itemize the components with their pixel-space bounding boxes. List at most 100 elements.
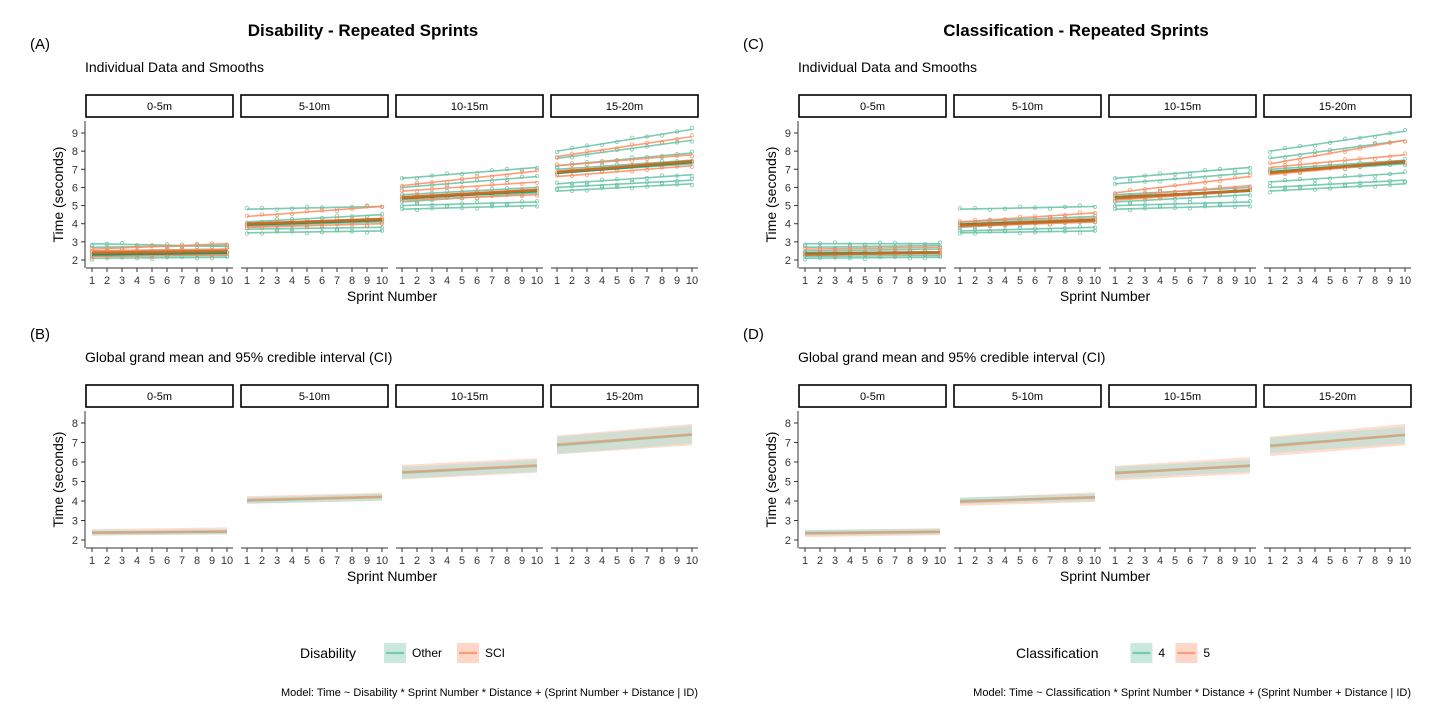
individual-data-point <box>474 206 480 211</box>
individual-smooth-line <box>1114 166 1251 180</box>
x-tick-label: 2 <box>817 555 823 567</box>
individual-data-point <box>489 168 495 173</box>
individual-data-point <box>319 208 325 213</box>
individual-data-point <box>584 180 590 185</box>
x-tick-label: 8 <box>194 555 200 567</box>
individual-data-point <box>304 230 310 236</box>
individual-data-point <box>1357 180 1363 186</box>
individual-data-point <box>1202 180 1208 185</box>
x-tick-label: 8 <box>907 275 913 287</box>
individual-data-point <box>1247 193 1253 198</box>
individual-data-point <box>569 151 575 156</box>
facet-strip-label: 15-20m <box>1319 391 1356 403</box>
x-tick-label: 6 <box>629 555 635 567</box>
individual-data-point <box>459 171 465 177</box>
x-tick-label: 3 <box>987 555 993 567</box>
x-tick-label: 8 <box>659 555 665 567</box>
individual-smooth-line <box>1114 204 1251 210</box>
x-tick-label: 2 <box>259 555 265 567</box>
individual-data-point <box>414 176 420 181</box>
individual-data-point <box>569 145 575 150</box>
individual-data-point <box>629 180 635 185</box>
individual-data-point <box>862 243 868 248</box>
individual-data-point <box>599 177 605 182</box>
individual-data-point <box>1112 181 1118 187</box>
individual-data-point <box>1112 198 1118 203</box>
individual-data-point <box>349 229 355 234</box>
x-tick-label: 5 <box>614 275 620 287</box>
x-tick-label: 4 <box>1002 275 1008 287</box>
panel-label: (C) <box>743 36 764 53</box>
x-tick-label: 7 <box>1357 555 1363 567</box>
x-tick-label: 6 <box>319 275 325 287</box>
individual-data-point <box>599 183 605 189</box>
individual-data-point <box>802 243 808 249</box>
title-classification: Classification - Repeated Sprints <box>943 21 1208 40</box>
individual-data-point <box>1232 170 1238 176</box>
y-axis-label: Time (seconds) <box>763 147 779 243</box>
individual-data-point <box>1032 230 1038 235</box>
y-axis-label: Time (seconds) <box>50 432 66 528</box>
y-axis-label: Time (seconds) <box>50 147 66 243</box>
individual-data-point <box>1327 150 1333 155</box>
x-tick-label: 1 <box>399 275 405 287</box>
individual-data-point <box>584 188 590 193</box>
grand-mean-line <box>804 530 941 535</box>
y-tick-label: 5 <box>72 477 78 489</box>
x-tick-label: 6 <box>164 275 170 287</box>
individual-data-point <box>629 147 635 152</box>
individual-data-point <box>429 206 435 211</box>
individual-data-point <box>1357 146 1363 151</box>
individual-smooth-line <box>1269 139 1406 165</box>
facet-strip <box>395 384 544 408</box>
legend-entry-label: SCI <box>485 646 505 660</box>
x-tick-label: 10 <box>376 555 388 567</box>
individual-data-point <box>1077 230 1083 235</box>
individual-data-point <box>629 135 635 140</box>
individual-data-point <box>584 143 590 148</box>
x-tick-label: 5 <box>459 275 465 287</box>
x-tick-label: 4 <box>134 275 140 287</box>
individual-data-point <box>937 240 943 245</box>
individual-data-point <box>1112 191 1118 196</box>
individual-data-point <box>1047 228 1053 233</box>
x-tick-label: 2 <box>1127 275 1133 287</box>
individual-data-point <box>1202 186 1208 191</box>
individual-smooth-line <box>556 173 693 185</box>
individual-data-point <box>1127 179 1133 184</box>
x-tick-label: 4 <box>1157 275 1163 287</box>
individual-data-point <box>1172 176 1178 181</box>
x-tick-label: 2 <box>104 555 110 567</box>
x-tick-label: 10 <box>1089 555 1101 567</box>
individual-data-point <box>274 213 280 218</box>
x-tick-label: 5 <box>149 555 155 567</box>
individual-data-point <box>1202 201 1208 206</box>
x-tick-label: 6 <box>164 555 170 567</box>
individual-data-point <box>847 246 853 251</box>
x-tick-label: 3 <box>1142 555 1148 567</box>
individual-data-point <box>1267 155 1273 160</box>
individual-data-point <box>629 142 635 147</box>
individual-data-point <box>164 244 170 249</box>
individual-data-point <box>519 199 525 204</box>
individual-data-point <box>1077 224 1083 229</box>
x-tick-label: 2 <box>569 555 575 567</box>
facet-strip <box>1263 384 1412 408</box>
individual-data-point <box>304 204 310 209</box>
x-tick-label: 3 <box>1142 275 1148 287</box>
grand-mean-line <box>401 464 538 474</box>
individual-data-point <box>444 188 450 194</box>
x-tick-label: 5 <box>304 275 310 287</box>
individual-data-point <box>1217 201 1223 206</box>
individual-data-point <box>474 200 480 205</box>
x-tick-label: 7 <box>334 275 340 287</box>
individual-data-point <box>1047 206 1053 211</box>
individual-data-point <box>877 240 883 245</box>
x-tick-label: 10 <box>1399 275 1411 287</box>
x-tick-label: 4 <box>289 555 295 567</box>
facet-strip <box>798 94 947 118</box>
individual-data-point <box>319 205 325 210</box>
x-tick-label: 2 <box>259 275 265 287</box>
x-tick-label: 8 <box>1062 275 1068 287</box>
x-tick-label: 8 <box>1217 555 1223 567</box>
